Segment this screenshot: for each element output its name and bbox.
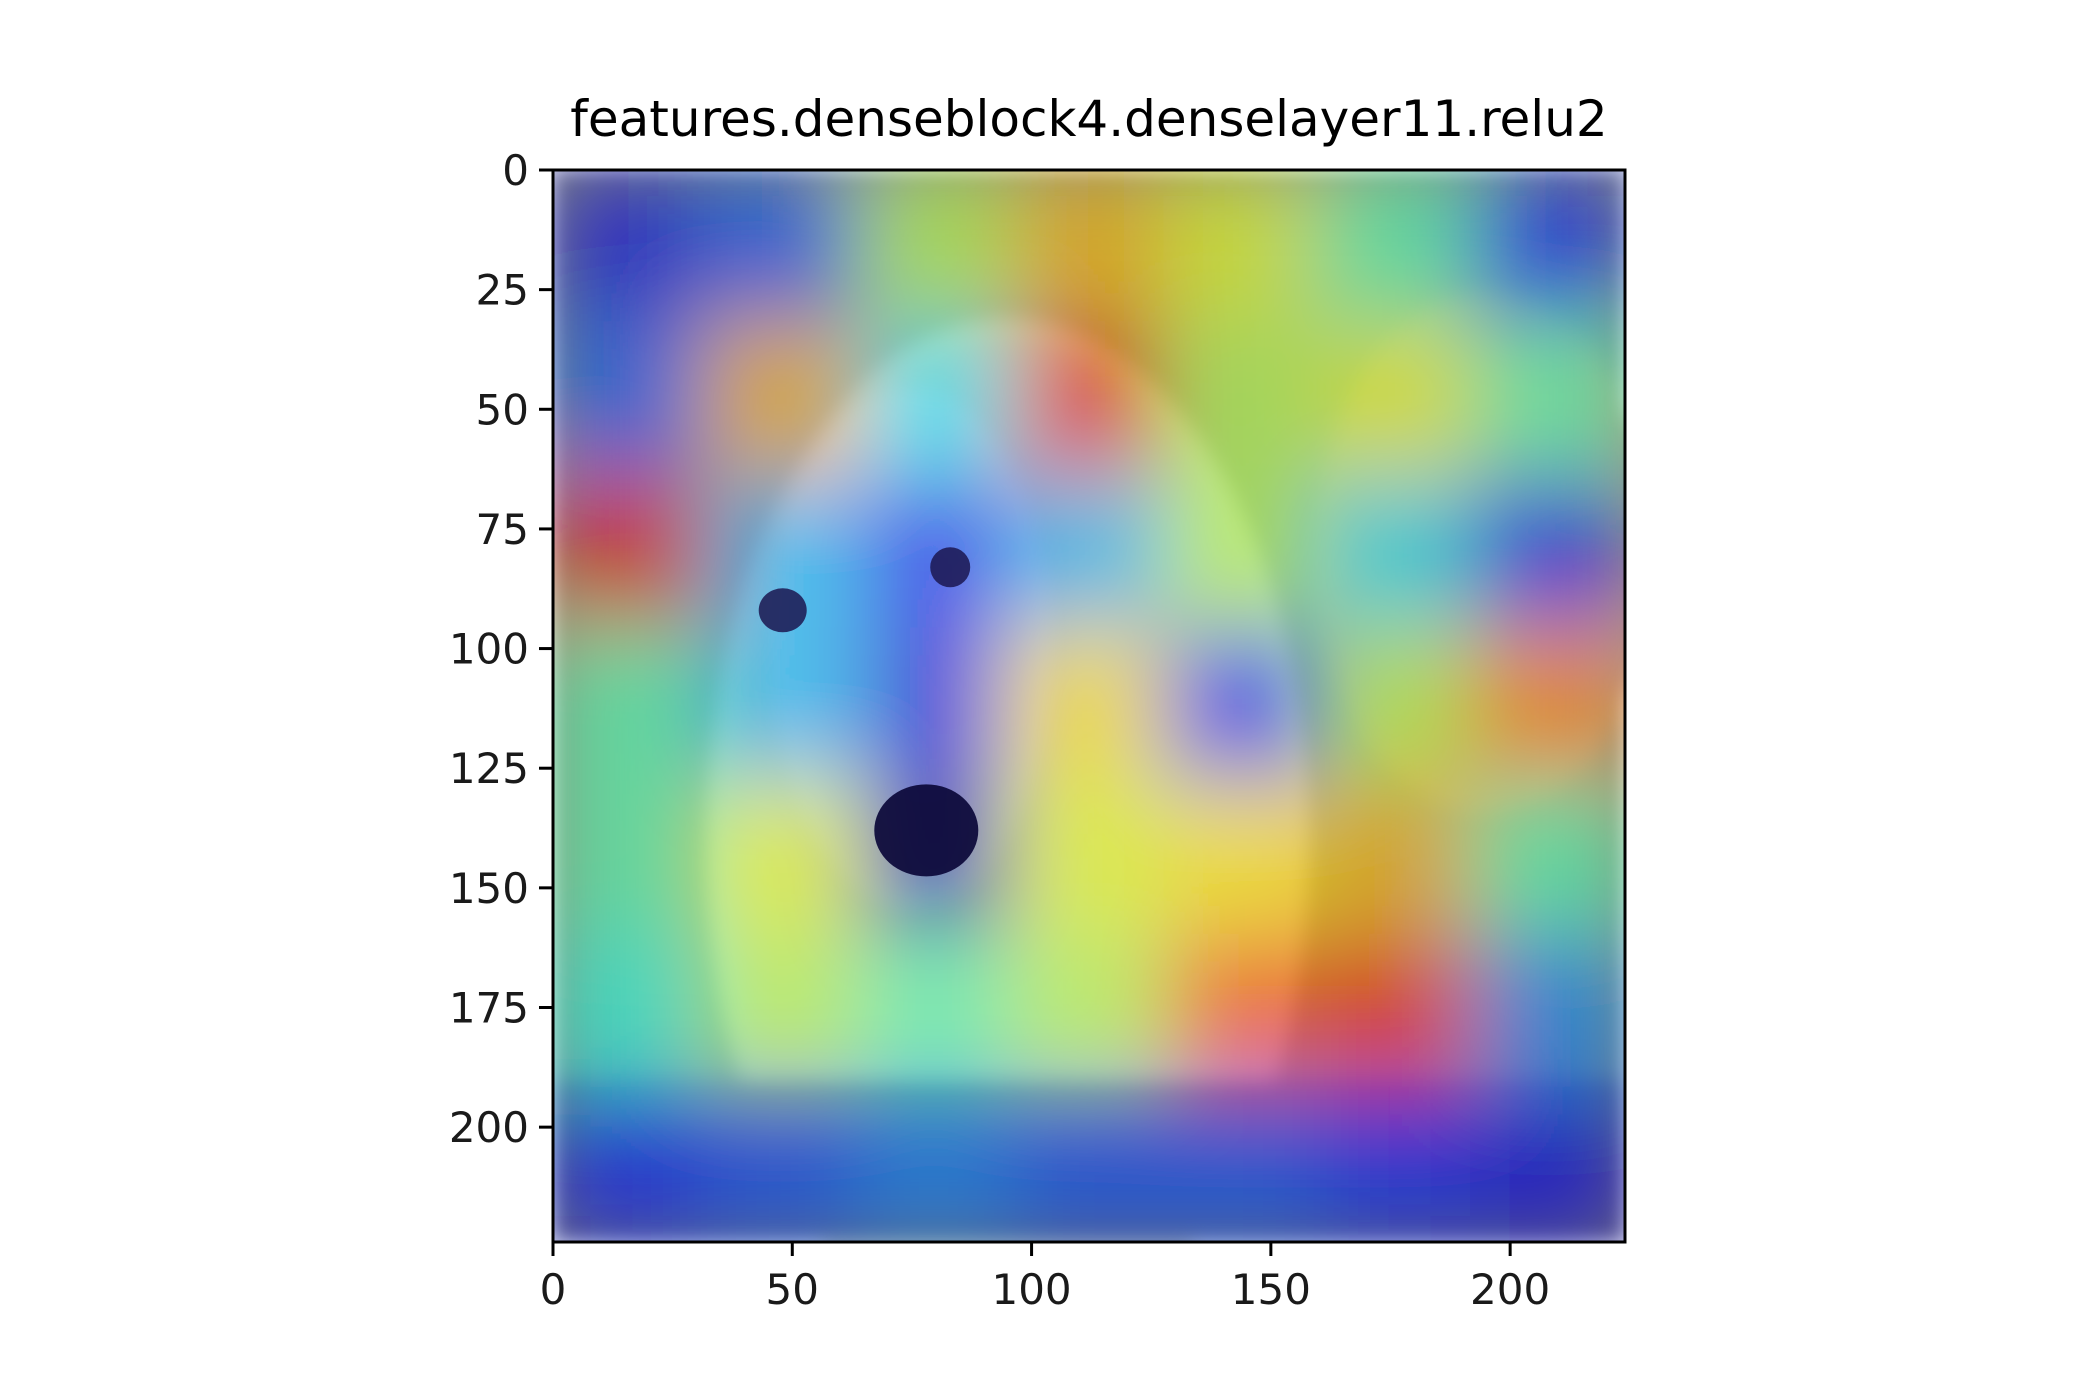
heat-cell — [1316, 933, 1474, 1091]
x-tick-label: 0 — [540, 1265, 567, 1314]
x-tick-label: 50 — [766, 1265, 819, 1314]
x-tick-label: 150 — [1231, 1265, 1311, 1314]
heat-cell — [1469, 170, 1625, 326]
chart-title: features.denseblock4.denselayer11.relu2 — [570, 90, 1607, 148]
y-tick-label: 150 — [449, 864, 529, 913]
heat-cell — [857, 170, 1015, 326]
heat-cell — [1010, 627, 1168, 785]
heat-cell — [704, 627, 862, 785]
y-tick-label: 25 — [476, 266, 529, 315]
y-tick-label: 75 — [476, 505, 529, 554]
heat-cell — [1010, 780, 1168, 938]
heat-cell — [1010, 474, 1168, 632]
heat-cell — [1316, 474, 1474, 632]
activation-heatmap — [553, 170, 1625, 1242]
heat-cell — [1010, 1086, 1168, 1242]
heat-cell — [553, 170, 709, 326]
x-tick-label: 100 — [991, 1265, 1071, 1314]
heat-cell — [1163, 627, 1321, 785]
heat-cell — [1316, 627, 1474, 785]
heat-cell — [1010, 933, 1168, 1091]
y-tick-label: 175 — [449, 984, 529, 1033]
heat-cell — [553, 474, 709, 632]
heat-cell — [1316, 780, 1474, 938]
heat-cell — [553, 780, 709, 938]
heat-cell — [1010, 321, 1168, 479]
y-tick-label: 0 — [502, 146, 529, 195]
heat-cell — [857, 1086, 1015, 1242]
heat-cell — [1163, 933, 1321, 1091]
heat-cell — [1316, 321, 1474, 479]
y-tick-label: 50 — [476, 385, 529, 434]
heat-cell — [857, 321, 1015, 479]
heat-cell — [553, 933, 709, 1091]
heat-cell — [1010, 170, 1168, 326]
heat-cell — [553, 321, 709, 479]
plot-frame — [551, 168, 1627, 1244]
dog-features — [758, 547, 979, 877]
heat-cell — [1163, 474, 1321, 632]
y-tick-label: 125 — [449, 744, 529, 793]
heat-cell — [1163, 170, 1321, 326]
heat-cell — [857, 474, 1015, 632]
heat-cell — [1469, 321, 1625, 479]
heat-cell — [704, 780, 862, 938]
heat-cell — [704, 933, 862, 1091]
heat-cell — [1316, 1086, 1474, 1242]
heat-cell — [857, 627, 1015, 785]
dog-left-eye — [758, 588, 807, 633]
heat-cell — [704, 1086, 862, 1242]
heat-cell — [1469, 1086, 1625, 1242]
x-tick-label: 200 — [1470, 1265, 1550, 1314]
heat-cell — [1469, 474, 1625, 632]
heat-cell — [1316, 170, 1474, 326]
dog-nose — [874, 784, 979, 877]
heat-cell — [1469, 627, 1625, 785]
x-axis: 0 50 100 150 200 — [540, 1242, 1550, 1314]
heat-cell — [1163, 321, 1321, 479]
heat-cell — [553, 627, 709, 785]
y-axis: 0 25 50 75 100 125 150 175 200 — [449, 146, 553, 1152]
y-tick-label: 100 — [449, 625, 529, 674]
heat-cell — [704, 170, 862, 326]
heat-cell — [1469, 933, 1625, 1091]
heat-cell — [704, 321, 862, 479]
heat-cell — [1163, 780, 1321, 938]
heat-cell — [1163, 1086, 1321, 1242]
y-tick-label: 200 — [449, 1103, 529, 1152]
plot-area — [553, 170, 1625, 1242]
dog-right-eye — [930, 547, 971, 588]
heat-cell — [857, 933, 1015, 1091]
heat-cell — [1469, 780, 1625, 938]
heat-cell — [553, 1086, 709, 1242]
